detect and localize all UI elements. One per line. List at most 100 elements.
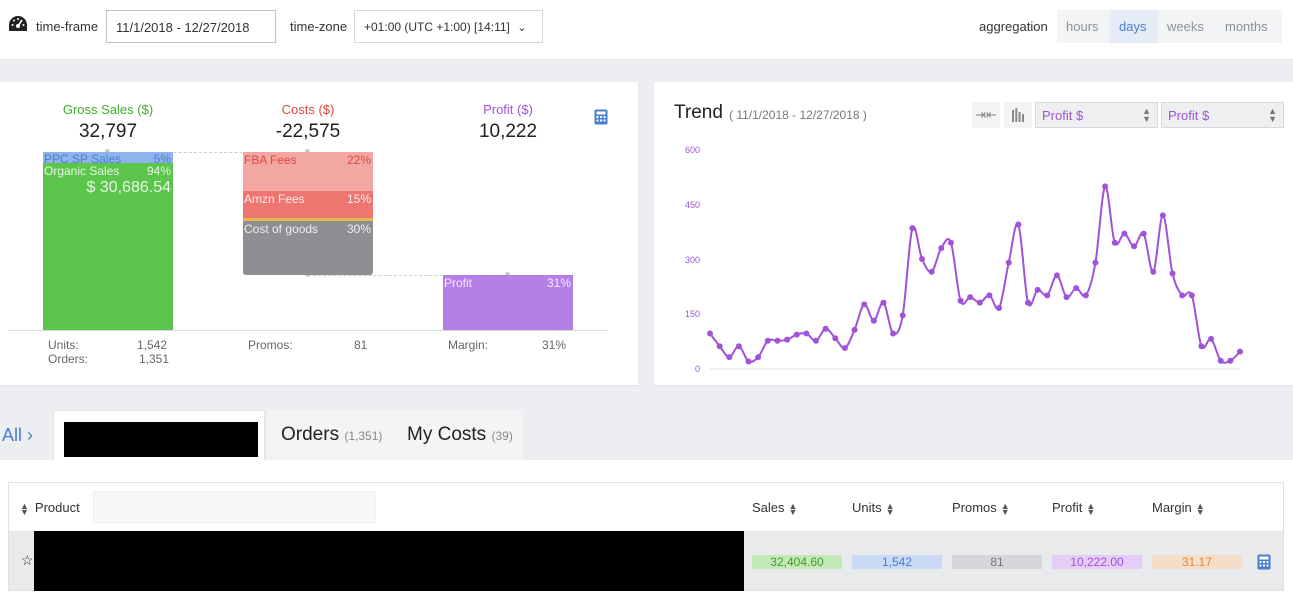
profit-data-point[interactable]: [1063, 294, 1070, 301]
profit-data-point[interactable]: [996, 305, 1003, 312]
profit-segment[interactable]: Profit 31%: [443, 275, 573, 330]
tab-orders-count: (1,351): [344, 429, 383, 443]
profit-data-point[interactable]: [793, 331, 800, 338]
profit-data-point[interactable]: [1131, 243, 1137, 250]
profit-data-point[interactable]: [755, 354, 762, 361]
metric-select-primary-value: Profit $: [1042, 108, 1084, 123]
costs-value: -22,575: [275, 121, 341, 142]
column-header-sales[interactable]: Sales ▲ ▼: [752, 500, 798, 517]
profit-data-point[interactable]: [1227, 357, 1234, 364]
profit-data-point[interactable]: [1111, 239, 1118, 246]
metric-select-primary[interactable]: Profit $ ▲ ▼: [1035, 102, 1158, 128]
profit-data-point[interactable]: [1169, 270, 1176, 277]
profit-data-point[interactable]: [861, 301, 868, 308]
profit-data-point[interactable]: [841, 345, 848, 352]
organic-sales-amount: $ 30,686.54: [86, 179, 171, 196]
profit-data-point[interactable]: [1150, 268, 1157, 275]
sort-icon: ▲ ▼: [788, 500, 798, 517]
column-header-profit[interactable]: Profit ▲ ▼: [1052, 500, 1095, 516]
profit-data-point[interactable]: [947, 239, 954, 246]
profit-data-point[interactable]: [976, 299, 983, 306]
profit-data-point[interactable]: [1217, 357, 1224, 364]
tab-orders[interactable]: Orders (1,351): [267, 410, 395, 460]
profit-data-point[interactable]: [716, 343, 723, 350]
profit-data-point[interactable]: [735, 343, 742, 350]
profit-data-point[interactable]: [832, 335, 839, 342]
column-header-units[interactable]: Units ▲ ▼: [852, 500, 895, 516]
organic-sales-segment[interactable]: Organic Sales 94% $ 30,686.54: [43, 163, 173, 330]
profit-data-point[interactable]: [745, 358, 752, 365]
profit-data-point[interactable]: [822, 325, 829, 332]
product-filter-input[interactable]: [93, 491, 376, 523]
profit-data-point[interactable]: [1179, 292, 1186, 299]
profit-data-point[interactable]: [1044, 292, 1051, 299]
cell-sales: 32,404.60: [752, 555, 842, 569]
profit-data-point[interactable]: [919, 256, 925, 262]
profit-data-point[interactable]: [1015, 221, 1022, 228]
star-icon[interactable]: ☆: [21, 552, 34, 568]
profit-data-point[interactable]: [967, 294, 974, 301]
compress-icon[interactable]: ⇥⇤: [972, 102, 1000, 128]
profit-data-point[interactable]: [1198, 343, 1205, 350]
calculator-icon[interactable]: [1257, 554, 1271, 570]
tab-my-costs-count: (39): [491, 429, 513, 443]
profit-series-line: [709, 185, 1241, 364]
aggregation-months[interactable]: months: [1216, 10, 1282, 43]
profit-data-point[interactable]: [1102, 183, 1109, 190]
tab-product[interactable]: [53, 410, 265, 460]
profit-data-point[interactable]: [899, 312, 906, 319]
profit-data-point[interactable]: [1073, 285, 1080, 292]
calculator-icon[interactable]: [594, 109, 608, 125]
profit-data-point[interactable]: [1159, 212, 1166, 219]
column-header-profit-label: Profit: [1052, 500, 1083, 515]
profit-data-point[interactable]: [870, 317, 877, 324]
profit-data-point[interactable]: [707, 330, 713, 337]
profit-data-point[interactable]: [986, 292, 993, 299]
timezone-select[interactable]: +01:00 (UTC +1:00) [14:11] ⌄: [354, 10, 543, 43]
sort-icon: ▲ ▼: [1000, 500, 1010, 517]
ppc-sales-segment[interactable]: PPC SP Sales 5%: [43, 152, 173, 166]
profit-data-point[interactable]: [1034, 286, 1041, 293]
profit-data-point[interactable]: [1140, 230, 1147, 237]
profit-data-point[interactable]: [909, 225, 916, 232]
promos-label: Promos:: [248, 338, 293, 352]
column-header-margin[interactable]: Margin ▲ ▼: [1152, 500, 1205, 516]
profit-data-point[interactable]: [1005, 259, 1012, 266]
profit-data-point[interactable]: [938, 245, 945, 252]
profit-data-point[interactable]: [880, 299, 887, 306]
profit-data-point[interactable]: [803, 330, 810, 337]
profit-data-point[interactable]: [1121, 230, 1128, 237]
cell-profit: 10,222.00: [1052, 555, 1142, 569]
profit-data-point[interactable]: [928, 268, 935, 275]
profit-data-point[interactable]: [957, 297, 964, 304]
trend-title: Trend: [674, 102, 723, 123]
profit-data-point[interactable]: [1082, 292, 1089, 299]
aggregation-weeks[interactable]: weeks: [1158, 10, 1216, 43]
profit-data-point[interactable]: [774, 337, 781, 344]
aggregation-days[interactable]: days: [1110, 10, 1158, 43]
profit-data-point[interactable]: [1025, 299, 1031, 306]
all-link[interactable]: All ›: [2, 425, 33, 446]
profit-data-point[interactable]: [764, 337, 771, 344]
profit-data-point[interactable]: [813, 337, 819, 344]
bar-chart-icon[interactable]: [1004, 102, 1032, 128]
column-header-promos[interactable]: Promos ▲ ▼: [952, 500, 1010, 517]
profit-data-point[interactable]: [890, 330, 897, 337]
amzn-fees-segment[interactable]: Amzn Fees 15%: [243, 191, 373, 218]
aggregation-hours[interactable]: hours: [1057, 10, 1110, 43]
profit-data-point[interactable]: [784, 336, 791, 343]
profit-data-point[interactable]: [1237, 348, 1243, 355]
metric-select-secondary[interactable]: Profit $ ▲ ▼: [1161, 102, 1284, 128]
timeframe-input[interactable]: 11/1/2018 - 12/27/2018: [106, 10, 276, 43]
profit-data-point[interactable]: [726, 354, 733, 361]
profit-data-point[interactable]: [1053, 272, 1060, 279]
cost-of-goods-segment[interactable]: Cost of goods 30%: [243, 221, 373, 275]
column-header-product[interactable]: ▲ ▼ Product: [20, 500, 80, 516]
cost-segment-divider: [243, 218, 373, 221]
profit-data-point[interactable]: [851, 326, 858, 333]
profit-data-point[interactable]: [1188, 292, 1195, 299]
fba-fees-segment[interactable]: FBA Fees 22%: [243, 152, 373, 191]
tab-my-costs[interactable]: My Costs (39): [395, 410, 523, 460]
profit-data-point[interactable]: [1208, 335, 1215, 342]
profit-data-point[interactable]: [1092, 259, 1099, 266]
